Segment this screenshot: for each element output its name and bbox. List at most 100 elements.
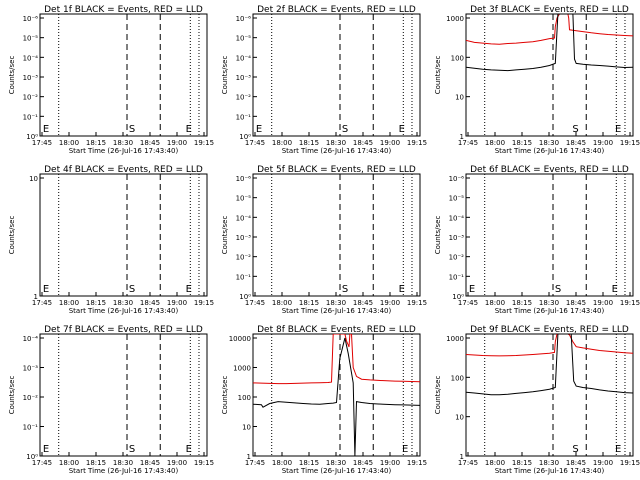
y-tick-label: 10⁻¹ bbox=[23, 113, 39, 121]
x-tick-label: 19:15 bbox=[194, 139, 214, 147]
series-lld bbox=[466, 334, 633, 356]
y-tick-label: 1 bbox=[34, 293, 38, 301]
y-tick-label: 10⁻³ bbox=[449, 234, 465, 242]
y-axis-label: Counts/sec bbox=[8, 56, 16, 95]
x-axis-label: Start Time (26-Jul-16 17:43:40) bbox=[495, 467, 605, 475]
x-tick-label: 18:30 bbox=[326, 459, 346, 467]
marker-label: E bbox=[256, 124, 262, 135]
detector-panel-8: Det 8f BLACK = Events, RED = LLD17:45 18:… bbox=[221, 325, 427, 475]
y-tick-label: 10⁻⁶ bbox=[236, 15, 252, 23]
detector-panel-5: Det 5f BLACK = Events, RED = LLD17:45 18:… bbox=[221, 165, 427, 315]
y-tick-label: 10⁻² bbox=[23, 94, 39, 102]
x-tick-label: 18:45 bbox=[140, 459, 160, 467]
y-axis-label: Counts/sec bbox=[221, 216, 229, 255]
y-tick-label: 10⁻³ bbox=[23, 74, 39, 82]
x-tick-label: 18:30 bbox=[326, 139, 346, 147]
marker-label: E bbox=[186, 444, 192, 455]
x-tick-label: 19:00 bbox=[167, 139, 187, 147]
x-tick-label: 18:45 bbox=[566, 139, 586, 147]
plot-frame bbox=[40, 14, 207, 136]
detector-rate-figure: Det 1f BLACK = Events, RED = LLD17:45 18:… bbox=[0, 0, 640, 480]
x-axis-label: Start Time (26-Jul-16 17:43:40) bbox=[495, 147, 605, 155]
detector-panel-6: Det 6f BLACK = Events, RED = LLD17:45 18:… bbox=[434, 165, 640, 315]
x-tick-label: 18:15 bbox=[86, 459, 106, 467]
y-tick-label: 10⁰ bbox=[239, 133, 251, 141]
plot-frame bbox=[40, 174, 207, 296]
y-tick-label: 10⁻¹ bbox=[449, 273, 465, 281]
y-tick-label: 10⁻³ bbox=[23, 365, 39, 373]
y-tick-label: 10⁻² bbox=[236, 94, 252, 102]
x-tick-label: 18:30 bbox=[539, 459, 559, 467]
marker-label: E bbox=[43, 124, 49, 135]
y-tick-label: 100 bbox=[451, 54, 464, 62]
x-tick-label: 19:15 bbox=[407, 299, 427, 307]
y-tick-label: 10⁰ bbox=[26, 133, 38, 141]
x-tick-label: 18:00 bbox=[272, 299, 292, 307]
y-tick-label: 100 bbox=[451, 374, 464, 382]
x-tick-label: 19:00 bbox=[380, 459, 400, 467]
y-tick-label: 1 bbox=[247, 453, 251, 461]
x-tick-label: 19:00 bbox=[167, 299, 187, 307]
series-lld bbox=[253, 334, 420, 384]
x-tick-label: 18:15 bbox=[299, 299, 319, 307]
x-tick-label: 18:15 bbox=[299, 459, 319, 467]
y-tick-label: 1000 bbox=[233, 365, 251, 373]
marker-label: E bbox=[186, 124, 192, 135]
y-tick-label: 10⁻⁴ bbox=[236, 54, 252, 62]
marker-label: E bbox=[615, 444, 621, 455]
y-tick-label: 10⁻³ bbox=[236, 234, 252, 242]
x-tick-label: 18:45 bbox=[353, 139, 373, 147]
x-tick-label: 18:45 bbox=[566, 299, 586, 307]
x-tick-label: 19:15 bbox=[620, 299, 640, 307]
marker-label: E bbox=[186, 284, 192, 295]
y-tick-label: 1 bbox=[460, 453, 464, 461]
detector-panel-3: Det 3f BLACK = Events, RED = LLD 17:45 18:… bbox=[434, 5, 640, 155]
x-tick-label: 18:30 bbox=[539, 139, 559, 147]
y-tick-label: 100 bbox=[238, 394, 251, 402]
x-tick-label: 18:00 bbox=[485, 459, 505, 467]
marker-label: S bbox=[572, 124, 578, 135]
y-tick-label: 10⁻² bbox=[23, 394, 39, 402]
x-tick-label: 18:45 bbox=[566, 459, 586, 467]
detector-panel-2: Det 2f BLACK = Events, RED = LLD 17:45 18:… bbox=[221, 5, 427, 155]
x-tick-label: 19:00 bbox=[380, 139, 400, 147]
plot-frame bbox=[466, 14, 633, 136]
detector-panel-9: Det 9f BLACK = Events, RED = LLD 17:45 18:… bbox=[434, 325, 640, 475]
marker-label: E bbox=[43, 444, 49, 455]
y-tick-label: 10 bbox=[455, 414, 464, 422]
marker-label: S bbox=[572, 444, 578, 455]
y-tick-label: 10⁻⁵ bbox=[23, 35, 39, 43]
series-events bbox=[466, 334, 633, 395]
marker-label: E bbox=[402, 444, 408, 455]
x-tick-label: 19:00 bbox=[593, 459, 613, 467]
marker-label: S bbox=[129, 284, 135, 295]
y-axis-label: Counts/sec bbox=[434, 56, 442, 95]
y-tick-label: 10000 bbox=[229, 335, 251, 343]
y-axis-label: Counts/sec bbox=[221, 376, 229, 415]
x-axis-label: Start Time (26-Jul-16 17:43:40) bbox=[282, 467, 392, 475]
x-tick-label: 18:00 bbox=[59, 139, 79, 147]
x-tick-label: 18:15 bbox=[512, 139, 532, 147]
y-tick-label: 10⁰ bbox=[26, 453, 38, 461]
marker-label: S bbox=[555, 284, 561, 295]
y-axis-label: Counts/sec bbox=[221, 56, 229, 95]
x-tick-label: 19:00 bbox=[593, 299, 613, 307]
y-axis-label: Counts/sec bbox=[8, 216, 16, 255]
x-tick-label: 18:45 bbox=[353, 459, 373, 467]
x-tick-label: 19:15 bbox=[407, 139, 427, 147]
x-tick-label: 19:00 bbox=[380, 299, 400, 307]
x-tick-label: 18:00 bbox=[59, 459, 79, 467]
y-axis-label: Counts/sec bbox=[434, 216, 442, 255]
y-tick-label: 10⁻¹ bbox=[236, 113, 252, 121]
marker-label: E bbox=[43, 284, 49, 295]
y-axis-label: Counts/sec bbox=[8, 376, 16, 415]
x-tick-label: 18:15 bbox=[512, 459, 532, 467]
y-tick-label: 10⁻² bbox=[236, 254, 252, 262]
x-tick-label: 18:00 bbox=[272, 139, 292, 147]
y-tick-label: 10⁻⁶ bbox=[236, 175, 252, 183]
plot-frame bbox=[253, 334, 420, 456]
y-tick-label: 10⁻⁵ bbox=[236, 195, 252, 203]
x-tick-label: 18:15 bbox=[86, 139, 106, 147]
y-tick-label: 1000 bbox=[446, 15, 464, 23]
y-tick-label: 10⁻⁶ bbox=[23, 15, 39, 23]
